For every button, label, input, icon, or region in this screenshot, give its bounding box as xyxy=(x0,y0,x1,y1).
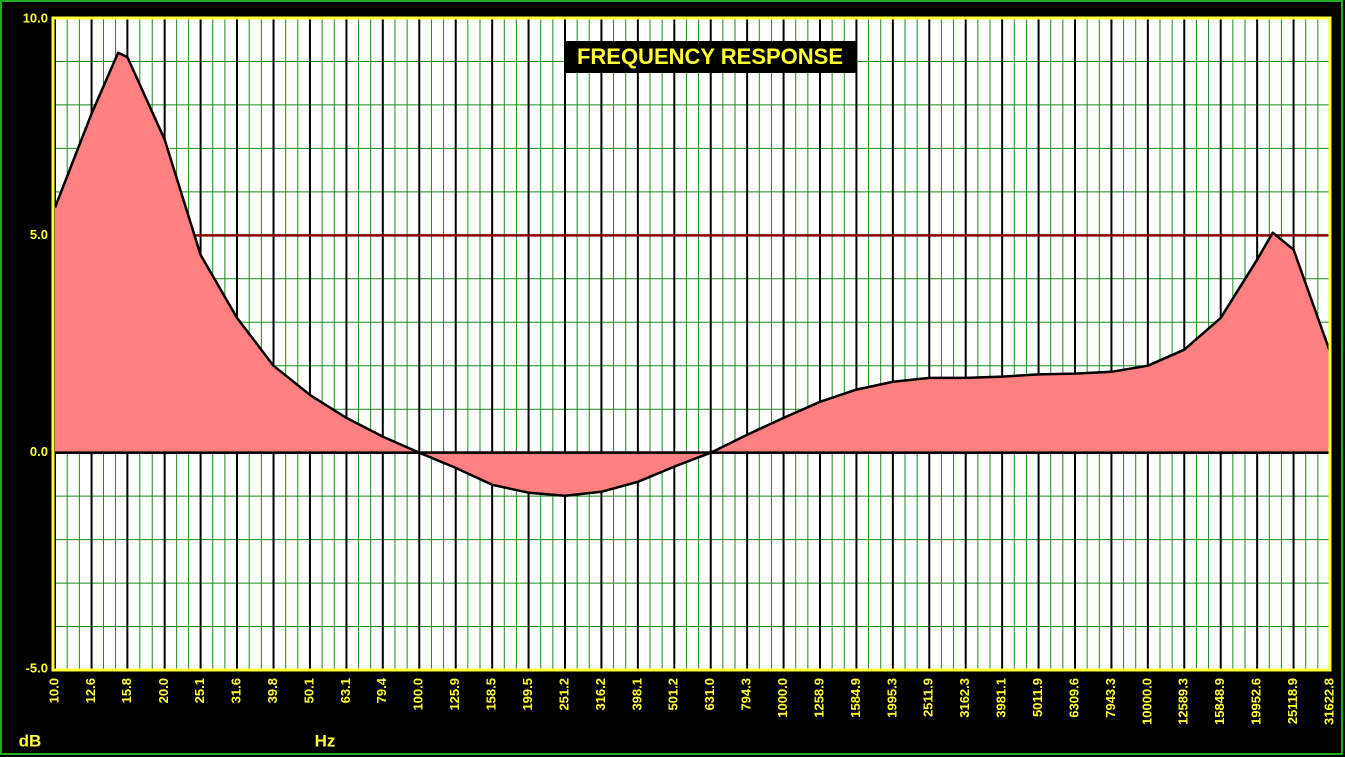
x-tick-label: 31.6 xyxy=(228,678,243,703)
y-tick-label: 0.0 xyxy=(30,444,48,459)
x-tick-label: 63.1 xyxy=(338,678,353,703)
marks xyxy=(53,51,1332,497)
x-tick-label: 631.0 xyxy=(702,678,717,711)
x-axis-label: Hz xyxy=(315,731,336,750)
x-tick-label: 3981.1 xyxy=(994,678,1009,718)
x-tick-label: 31622.8 xyxy=(1321,678,1336,725)
x-tick-label: 158.5 xyxy=(484,678,499,711)
x-tick-label: 316.2 xyxy=(593,678,608,711)
area xyxy=(55,52,1330,496)
y-axis-label: dB xyxy=(19,731,42,750)
x-tick-label: 79.4 xyxy=(374,677,389,703)
y-tick-label: 10.0 xyxy=(23,10,48,25)
x-tick-label: 25118.9 xyxy=(1285,678,1300,724)
plot-border xyxy=(51,16,1332,672)
x-tick-label: 1995.3 xyxy=(884,678,899,718)
x-tick-label: 19952.6 xyxy=(1249,678,1264,725)
y-tick-label: -5.0 xyxy=(26,660,48,675)
x-tick-label: 25.1 xyxy=(192,678,207,703)
x-tick-label: 1000.0 xyxy=(775,678,790,718)
x-tick-label: 3162.3 xyxy=(957,678,972,718)
x-tick-label: 12589.3 xyxy=(1176,678,1191,725)
x-tick-label: 50.1 xyxy=(301,678,316,703)
line xyxy=(53,51,1332,497)
chart-title: FREQUENCY RESPONSE xyxy=(577,44,843,69)
x-tick-label: 794.3 xyxy=(739,678,754,711)
y-tick-label: 5.0 xyxy=(30,227,48,242)
x-tick-label: 100.0 xyxy=(411,678,426,711)
labels: -5.0 0.0 5.0 10.0 10.0 12.6 15.8 20.0 25.1 31.6 39… xyxy=(23,10,1337,725)
x-tick-label: 15848.9 xyxy=(1212,678,1227,725)
x-tick-label: 398.1 xyxy=(629,678,644,711)
x-tick-label: 7943.3 xyxy=(1103,678,1118,718)
x-tick-label: 1258.9 xyxy=(811,678,826,718)
x-tick-label: 20.0 xyxy=(156,678,171,703)
x-tick-label: 15.8 xyxy=(119,678,134,703)
title-box xyxy=(565,41,856,73)
x-tick-label: 6309.6 xyxy=(1066,678,1081,718)
x-tick-label: 39.8 xyxy=(265,678,280,703)
x-tick-label: 125.9 xyxy=(447,678,462,711)
x-tick-label: 10.0 xyxy=(46,678,61,703)
x-tick-label: 251.2 xyxy=(556,678,571,711)
x-tick-label: 5011.9 xyxy=(1030,678,1045,717)
x-tick-label: 10000.0 xyxy=(1139,678,1154,725)
x-tick-label: 199.5 xyxy=(520,678,535,711)
x-tick-label: 12.6 xyxy=(83,678,98,703)
x-tick-label: 501.2 xyxy=(666,678,681,711)
plot-area xyxy=(53,18,1330,670)
x-tick-label: 2511.9 xyxy=(921,678,936,717)
x-tick-label: 1584.9 xyxy=(848,678,863,718)
